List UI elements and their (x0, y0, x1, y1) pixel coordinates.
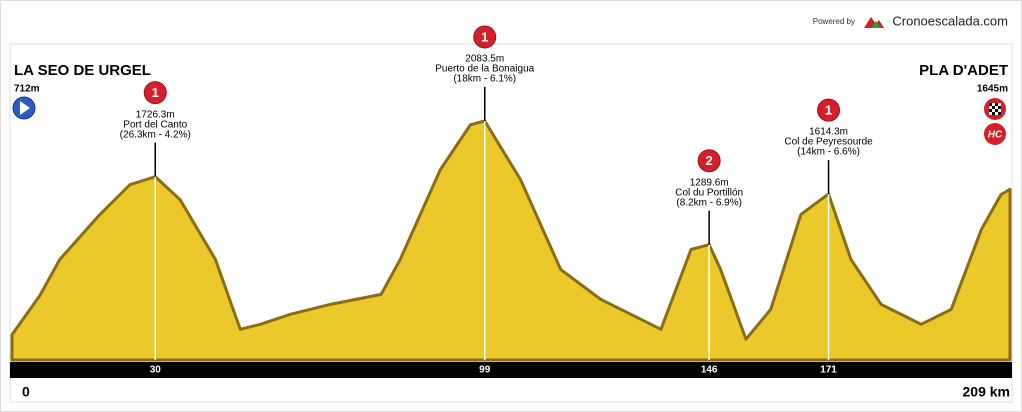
brand-logo (864, 17, 884, 28)
climb-altitude: 1289.6m (690, 177, 729, 188)
climb-badge (473, 25, 497, 49)
climb-altitude: 1726.3m (136, 109, 175, 120)
plot-frame (9, 43, 1013, 403)
climb-detail: (8.2km - 6.9%) (676, 197, 742, 208)
finish-category: HC (988, 130, 1003, 141)
x-tick-label: 209 km (963, 384, 1010, 400)
finish-flag (984, 98, 1006, 120)
climb-detail: (14km - 6.6%) (797, 147, 860, 158)
climb-category: 1 (825, 103, 832, 118)
finish-name: PLA D'ADET (919, 62, 1008, 79)
credit: Powered by (813, 17, 855, 26)
x-axis-bar (10, 362, 1012, 378)
climb-badge (143, 81, 167, 105)
climb-name: Col de Peyresourde (784, 137, 873, 148)
climb-category: 1 (481, 29, 488, 44)
brand: Cronoescalada.com (892, 13, 1008, 28)
x-tick-label: 146 (701, 365, 718, 376)
x-tick-label: 171 (820, 365, 837, 376)
finish-badge (984, 123, 1006, 145)
profile-area (10, 119, 1012, 362)
climb-detail: (18km - 6.1%) (453, 74, 516, 85)
climb-altitude: 1614.3m (809, 127, 848, 138)
climb-badge (697, 149, 721, 173)
climb-detail: (26.3km - 4.2%) (120, 129, 191, 140)
climb-altitude: 2083.5m (465, 54, 504, 65)
start-icon (12, 96, 36, 120)
climb-name: Col du Portillón (675, 187, 743, 198)
climb-category: 2 (706, 153, 713, 168)
x-tick-label: 99 (479, 365, 491, 376)
climb-badge (817, 98, 841, 122)
climb-name: Port del Canto (123, 119, 187, 130)
start-name: LA SEO DE URGEL (14, 62, 151, 79)
start-altitude: 712m (14, 84, 40, 95)
x-tick-label: 30 (150, 365, 162, 376)
climb-name: Puerto de la Bonaigua (435, 64, 534, 75)
climb-category: 1 (152, 85, 159, 100)
x-tick-label: 0 (22, 384, 30, 400)
finish-altitude: 1645m (977, 84, 1008, 95)
